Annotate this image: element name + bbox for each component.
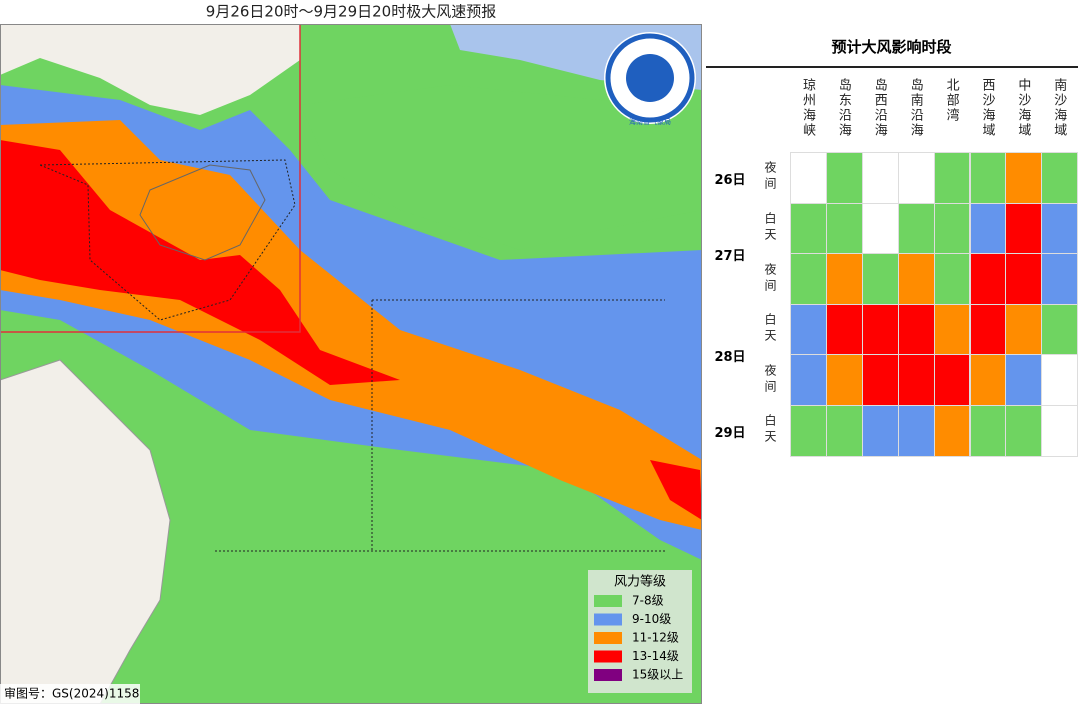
day-label: 28日 <box>714 350 746 366</box>
legend-swatch <box>594 632 622 644</box>
legend-title: 风力等级 <box>614 574 666 590</box>
level-cell <box>1041 152 1079 204</box>
credit-bg <box>0 684 140 704</box>
level-cell <box>933 152 971 204</box>
column-header: 南沙海域 <box>1051 78 1067 138</box>
day-label: 29日 <box>714 426 746 442</box>
level-cell <box>861 354 899 406</box>
column-header: 岛东沿海 <box>835 78 851 138</box>
table-title: 预计大风影响时段 <box>831 38 952 56</box>
level-cell <box>933 405 971 457</box>
level-cell <box>969 354 1007 406</box>
level-cell <box>861 253 899 305</box>
day-label: 27日 <box>714 249 746 265</box>
level-cell <box>1041 253 1079 305</box>
day-label: 26日 <box>714 173 746 189</box>
wind-map: 9月26日20时～9月29日20时极大风速预报 海南省气象局 风力等级 7-8级… <box>0 3 702 704</box>
level-cell <box>1005 202 1043 255</box>
level-cell <box>1005 253 1043 305</box>
period-label: 夜间 <box>763 161 777 194</box>
level-cell <box>825 303 863 356</box>
level-cell <box>790 303 827 356</box>
level-cell <box>825 202 863 255</box>
level-cell <box>897 253 935 305</box>
legend-label: 13-14级 <box>632 649 679 663</box>
period-label: 白天 <box>763 211 777 244</box>
level-cell <box>897 303 935 356</box>
level-cell <box>933 354 971 406</box>
level-cell <box>969 253 1007 305</box>
column-header: 北部湾 <box>943 78 959 123</box>
column-header: 西沙海域 <box>979 78 995 138</box>
legend-swatch <box>594 595 622 607</box>
legend-label: 9-10级 <box>632 612 671 626</box>
level-cell <box>790 354 827 406</box>
period-label: 白天 <box>763 414 777 447</box>
column-header: 中沙海域 <box>1015 78 1031 138</box>
level-cell <box>897 354 935 406</box>
level-cell <box>969 303 1007 356</box>
level-cell <box>1005 354 1043 406</box>
period-label: 夜间 <box>763 363 777 396</box>
legend-swatch <box>594 669 622 681</box>
level-cell <box>897 405 935 457</box>
level-cell <box>1005 405 1043 457</box>
period-label: 夜间 <box>763 262 777 295</box>
level-cell <box>969 405 1007 457</box>
column-header: 岛南沿海 <box>907 78 923 138</box>
level-cell <box>969 202 1007 255</box>
level-cell <box>1005 152 1043 204</box>
level-cell <box>1005 303 1043 356</box>
level-cell <box>861 202 899 255</box>
level-cell <box>933 202 971 255</box>
level-cell <box>1041 354 1079 406</box>
level-cell <box>825 152 863 204</box>
level-cell <box>790 152 827 204</box>
legend-label: 7-8级 <box>632 594 664 608</box>
level-cell <box>861 405 899 457</box>
level-cell <box>825 405 863 457</box>
level-cell <box>1041 303 1079 356</box>
level-cell <box>790 202 827 255</box>
level-cell <box>825 354 863 406</box>
level-cell <box>1041 202 1079 255</box>
logo-text: 海南省气象局 <box>629 117 671 126</box>
level-cell <box>933 303 971 356</box>
level-cell <box>897 152 935 204</box>
map-title: 9月26日20时～9月29日20时极大风速预报 <box>206 3 496 21</box>
map-body <box>0 24 702 704</box>
level-cell <box>1041 405 1079 457</box>
level-cell <box>861 152 899 204</box>
level-cell <box>861 303 899 356</box>
level-cell <box>897 202 935 255</box>
legend-swatch <box>594 613 622 626</box>
level-cell <box>933 253 971 305</box>
level-cell <box>790 405 827 457</box>
column-header: 琼州海峡 <box>800 78 815 138</box>
legend-label: 15级以上 <box>632 668 683 682</box>
title-rule <box>706 66 1078 68</box>
column-header: 岛西沿海 <box>871 78 887 138</box>
legend-label: 11-12级 <box>632 631 679 645</box>
level-cell <box>825 253 863 305</box>
legend: 7-8级 9-10级 11-12级 13-14级 15级以上 <box>594 594 683 682</box>
period-label: 白天 <box>763 313 777 346</box>
level-cell <box>969 152 1007 204</box>
legend-swatch <box>594 650 622 663</box>
map-credit: 审图号：GS(2024)1158 <box>4 686 139 701</box>
level-cell <box>790 253 827 305</box>
